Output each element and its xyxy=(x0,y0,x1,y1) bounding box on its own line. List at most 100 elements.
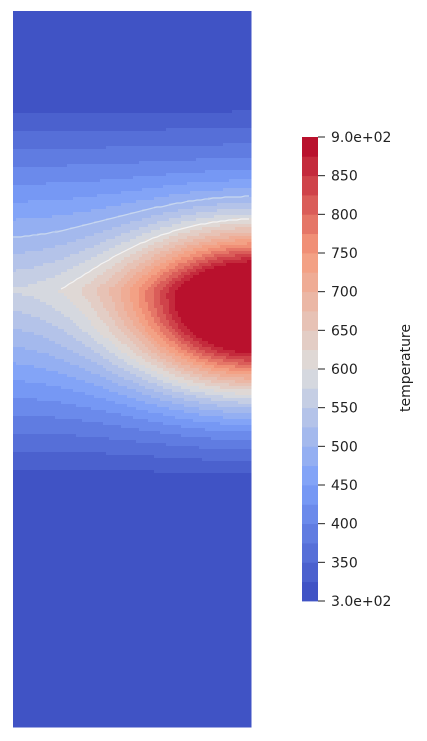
field-cell xyxy=(22,44,26,48)
field-cell xyxy=(124,32,128,36)
field-cell xyxy=(169,131,173,135)
field-cell xyxy=(232,161,236,165)
field-cell xyxy=(31,140,35,144)
field-cell xyxy=(67,32,71,36)
field-cell xyxy=(214,11,218,15)
field-cell xyxy=(34,29,38,33)
field-cell xyxy=(97,80,101,84)
field-cell xyxy=(88,74,92,78)
field-cell xyxy=(202,110,206,114)
field-cell xyxy=(16,173,20,177)
field-cell xyxy=(157,194,161,198)
field-cell xyxy=(157,47,161,51)
field-cell xyxy=(91,167,95,171)
field-cell xyxy=(247,14,251,18)
field-cell xyxy=(166,146,170,150)
field-cell xyxy=(181,29,185,33)
field-cell xyxy=(214,23,218,27)
field-cell xyxy=(103,122,107,126)
field-cell xyxy=(49,158,53,162)
field-cell xyxy=(220,179,224,183)
field-cell xyxy=(37,119,41,123)
field-cell xyxy=(109,137,113,141)
field-cell xyxy=(88,50,92,54)
field-cell xyxy=(250,95,252,99)
field-cell xyxy=(133,131,137,135)
field-cell xyxy=(58,140,62,144)
field-cell xyxy=(34,173,38,177)
field-cell xyxy=(82,92,86,96)
field-cell xyxy=(154,98,158,102)
field-cell xyxy=(184,191,188,195)
field-cell xyxy=(211,191,215,195)
field-cell xyxy=(106,188,110,192)
field-cell xyxy=(208,74,212,78)
field-cell xyxy=(145,116,149,120)
field-cell xyxy=(172,50,176,54)
field-cell xyxy=(214,68,218,72)
field-cell xyxy=(217,65,221,69)
field-cell xyxy=(79,107,83,111)
field-cell xyxy=(175,74,179,78)
field-cell xyxy=(250,89,252,93)
field-cell xyxy=(247,32,251,36)
field-cell xyxy=(190,143,194,147)
field-cell xyxy=(250,77,252,81)
field-cell xyxy=(58,65,62,69)
field-cell xyxy=(115,185,119,189)
field-cell xyxy=(73,41,77,45)
field-cell xyxy=(202,131,206,135)
field-cell xyxy=(223,68,227,72)
field-cell xyxy=(238,194,242,198)
field-cell xyxy=(205,161,209,165)
field-cell xyxy=(55,179,59,183)
field-cell xyxy=(64,197,68,201)
field-cell xyxy=(145,107,149,111)
field-cell xyxy=(202,119,206,123)
field-cell xyxy=(40,137,44,141)
field-cell xyxy=(70,44,74,48)
field-cell xyxy=(73,119,77,123)
field-cell xyxy=(205,137,209,141)
field-cell xyxy=(226,155,230,159)
field-cell xyxy=(100,182,104,186)
field-cell xyxy=(46,62,50,66)
field-cell xyxy=(127,56,131,60)
field-cell xyxy=(178,29,182,33)
field-cell xyxy=(97,65,101,69)
field-cell xyxy=(31,71,35,75)
field-cell xyxy=(241,71,245,75)
field-cell xyxy=(55,191,59,195)
field-cell xyxy=(247,44,251,48)
field-cell xyxy=(205,125,209,129)
field-cell xyxy=(25,176,29,180)
field-cell xyxy=(220,89,224,93)
field-cell xyxy=(130,170,134,174)
field-cell xyxy=(31,17,35,21)
field-cell xyxy=(25,32,29,36)
field-cell xyxy=(43,152,47,156)
temperature-field-plate[interactable] xyxy=(13,11,252,728)
field-cell xyxy=(178,41,182,45)
field-cell xyxy=(184,170,188,174)
field-cell xyxy=(139,83,143,87)
field-cell xyxy=(19,116,23,120)
field-cell xyxy=(49,86,53,90)
field-cell xyxy=(217,182,221,186)
field-cell xyxy=(154,68,158,72)
field-cell xyxy=(37,17,41,21)
field-cell xyxy=(139,113,143,117)
field-cell xyxy=(199,80,203,84)
field-cell xyxy=(40,152,44,156)
field-cell xyxy=(76,191,80,195)
field-cell xyxy=(244,41,248,45)
field-cell xyxy=(166,71,170,75)
field-cell xyxy=(151,20,155,24)
field-cell xyxy=(148,56,152,60)
field-cell xyxy=(193,35,197,39)
field-cell xyxy=(223,29,227,33)
field-cell xyxy=(13,131,17,135)
field-cell xyxy=(172,23,176,27)
field-cell xyxy=(67,167,71,171)
